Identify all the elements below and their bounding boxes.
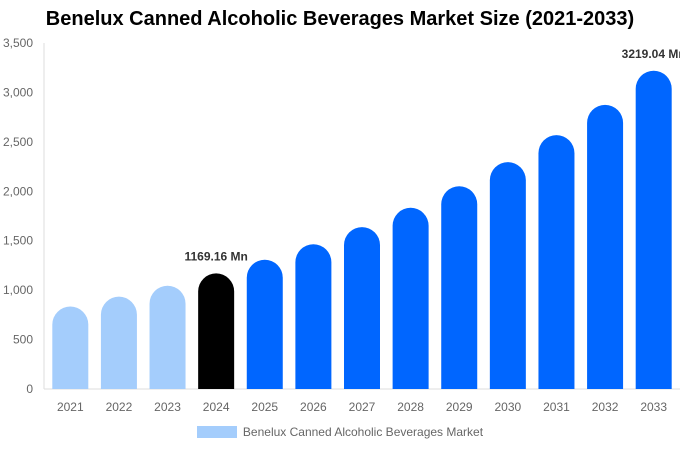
x-tick-label: 2033: [640, 400, 667, 414]
y-tick-label: 0: [26, 382, 33, 396]
bar-2030: [489, 162, 526, 389]
bar-2029: [441, 186, 478, 389]
x-tick-label: 2022: [106, 400, 133, 414]
bar-2032: [587, 104, 624, 389]
x-tick-label: 2030: [494, 400, 521, 414]
legend-label: Benelux Canned Alcoholic Beverages Marke…: [242, 425, 484, 439]
x-tick-label: 2029: [446, 400, 473, 414]
data-label: 3219.04 Mn: [622, 47, 680, 61]
legend: Benelux Canned Alcoholic Beverages Marke…: [0, 425, 680, 439]
x-tick-label: 2026: [300, 400, 327, 414]
y-tick-label: 1,000: [3, 283, 33, 297]
x-tick-label: 2027: [349, 400, 376, 414]
y-tick-label: 2,500: [3, 135, 33, 149]
y-tick-label: 3,500: [3, 36, 33, 50]
bar-2028: [392, 207, 429, 389]
bar-2033: [635, 70, 672, 389]
bar-2022: [100, 296, 137, 389]
chart-title: Benelux Canned Alcoholic Beverages Marke…: [45, 8, 635, 30]
y-tick-label: 500: [13, 333, 33, 347]
bar-2026: [295, 244, 332, 389]
bar-2023: [149, 285, 186, 389]
y-tick-label: 2,000: [3, 184, 33, 198]
x-tick-label: 2021: [57, 400, 84, 414]
x-tick-label: 2028: [397, 400, 424, 414]
legend-swatch: [196, 426, 237, 438]
x-tick-label: 2025: [251, 400, 278, 414]
bar-2027: [344, 227, 380, 389]
y-tick-label: 1,500: [3, 234, 33, 248]
bar-2031: [538, 135, 575, 389]
x-tick-label: 2032: [592, 400, 619, 414]
x-tick-label: 2031: [543, 400, 570, 414]
x-tick-label: 2023: [154, 400, 181, 414]
x-tick-label: 2024: [203, 400, 230, 414]
bar-2025: [246, 259, 283, 389]
y-tick-label: 3,000: [3, 85, 33, 99]
bar-2021: [52, 306, 89, 389]
bar-2024: [198, 273, 235, 389]
data-label: 1169.16 Mn: [184, 249, 247, 263]
